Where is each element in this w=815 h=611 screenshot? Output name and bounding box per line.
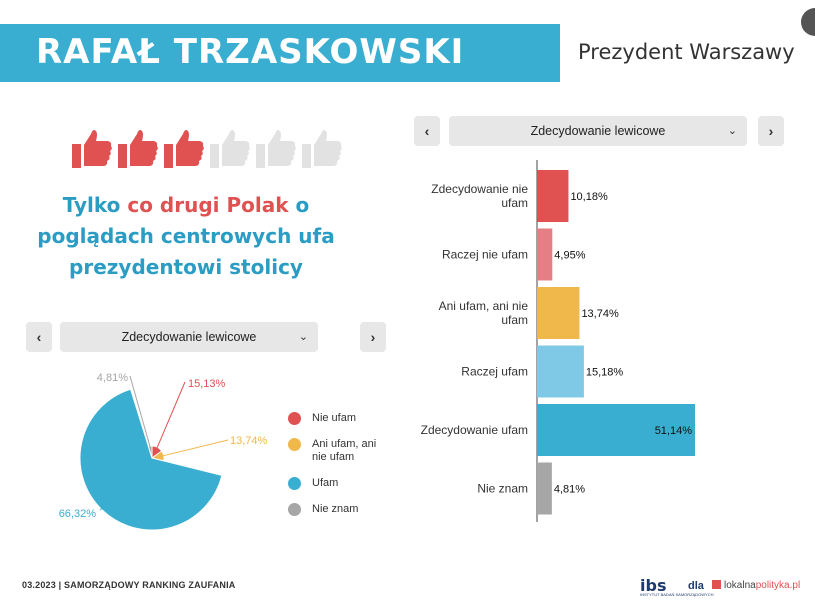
legend-item: Nie znam [288, 503, 378, 516]
bar-value-label: 15,18% [586, 367, 624, 379]
right-selector: ‹ Zdecydowanie lewicowe ⌄ › [414, 116, 784, 146]
bar-category-label: ufam [501, 313, 528, 327]
thumb-up-empty-icon [256, 130, 296, 168]
chevron-down-icon: ⌄ [298, 331, 308, 343]
bar-category-label: Zdecydowanie ufam [421, 423, 528, 437]
bar-category-label: Ani ufam, ani nie [439, 299, 529, 313]
bar [537, 345, 584, 398]
bar-category-label: Raczej ufam [461, 365, 528, 379]
bar-category-label: Raczej nie ufam [442, 248, 528, 262]
thumb-up-empty-icon [210, 130, 250, 168]
ibs-logo-subtitle: INSTYTUT BADAŃ SAMORZĄDOWYCH [640, 592, 714, 597]
page-title: RAFAŁ TRZASKOWSKI [36, 32, 465, 72]
pie-legend: Nie ufam Ani ufam, ani nie ufam Ufam Nie… [288, 412, 378, 529]
headline-highlight: co drugi Polak [127, 193, 289, 217]
lokalnapolityka-icon [712, 580, 721, 589]
legend-label: Ufam [312, 477, 339, 489]
right-category-value: Zdecydowanie lewicowe [530, 124, 666, 138]
pie-slice [79, 388, 223, 531]
bar-value-label: 13,74% [581, 308, 619, 320]
left-category-dropdown[interactable]: Zdecydowanie lewicowe ⌄ [60, 322, 318, 352]
legend-label: Nie ufam [312, 412, 357, 424]
bar-category-label: Zdecydowanie nie [431, 182, 528, 196]
left-selector: ‹ Zdecydowanie lewicowe ⌄ › [26, 322, 386, 352]
bar [537, 404, 695, 456]
left-prev-button[interactable]: ‹ [26, 322, 52, 352]
pie-value-label: 15,13% [188, 378, 226, 390]
pie-value-label: 13,74% [230, 435, 268, 447]
legend-dot [288, 477, 301, 490]
header-bar: RAFAŁ TRZASKOWSKI Prezydent Warszawy [0, 24, 815, 82]
bar [537, 228, 553, 281]
pie-value-label: 4,81% [97, 372, 128, 384]
corner-dot [801, 8, 815, 36]
thumb-up-filled-icon [164, 130, 204, 168]
legend-item: Nie ufam [288, 412, 378, 425]
left-category-value: Zdecydowanie lewicowe [121, 330, 257, 344]
thumb-up-filled-icon [118, 130, 158, 168]
pie-leader-line [155, 381, 186, 450]
bar-value-label: 4,95% [554, 250, 585, 262]
headline: Tylko co drugi Polak o poglądach centrow… [30, 190, 342, 283]
pie-leader-line [99, 499, 113, 511]
legend-item: Ufam [288, 477, 378, 490]
headline-part2: o poglądach centrowych ufa prezydentowi … [37, 193, 335, 279]
legend-dot [288, 438, 301, 451]
thumbs-rating [72, 130, 342, 168]
right-prev-button[interactable]: ‹ [414, 116, 440, 146]
legend-dot [288, 412, 301, 425]
pie-chart: 15,13% 13,74% 66,32% 4,81% [59, 372, 268, 531]
legend-dot [288, 503, 301, 516]
legend-item: Ani ufam, ani nie ufam [288, 438, 378, 464]
page-subtitle: Prezydent Warszawy [578, 40, 795, 64]
right-next-button[interactable]: › [758, 116, 784, 146]
footer-text: 03.2023 | SAMORZĄDOWY RANKING ZAUFANIA [22, 580, 236, 590]
pie-leader-line [129, 375, 152, 449]
right-category-dropdown[interactable]: Zdecydowanie lewicowe ⌄ [449, 116, 747, 146]
thumb-up-empty-icon [302, 130, 342, 168]
pie-leader-line [161, 439, 229, 457]
lokalnapolityka-logo: lokalnapolityka.pl [712, 580, 800, 591]
bar-category-label: Nie znam [477, 482, 528, 496]
bar-value-label: 51,14% [655, 425, 693, 437]
dla-text: dla [688, 580, 704, 592]
bar-category-label: ufam [501, 196, 528, 210]
ibs-logo: ibs [640, 576, 667, 595]
logo-lp-b: polityka.pl [755, 580, 801, 591]
bar-value-label: 10,18% [570, 191, 608, 203]
thumb-up-filled-icon [72, 130, 112, 168]
legend-label: Nie znam [312, 503, 359, 515]
bar-value-label: 4,81% [554, 484, 585, 496]
bar [537, 287, 580, 339]
headline-part1: Tylko [62, 193, 128, 217]
legend-label: Ani ufam, ani nie ufam [312, 438, 377, 463]
bar [537, 462, 552, 515]
subtitle-box: Prezydent Warszawy [560, 24, 815, 82]
pie-value-label: 66,32% [59, 508, 97, 520]
bar [537, 170, 569, 222]
logo-lp-a: lokalna [724, 580, 756, 591]
left-next-button[interactable]: › [360, 322, 386, 352]
chevron-down-icon: ⌄ [727, 125, 737, 137]
